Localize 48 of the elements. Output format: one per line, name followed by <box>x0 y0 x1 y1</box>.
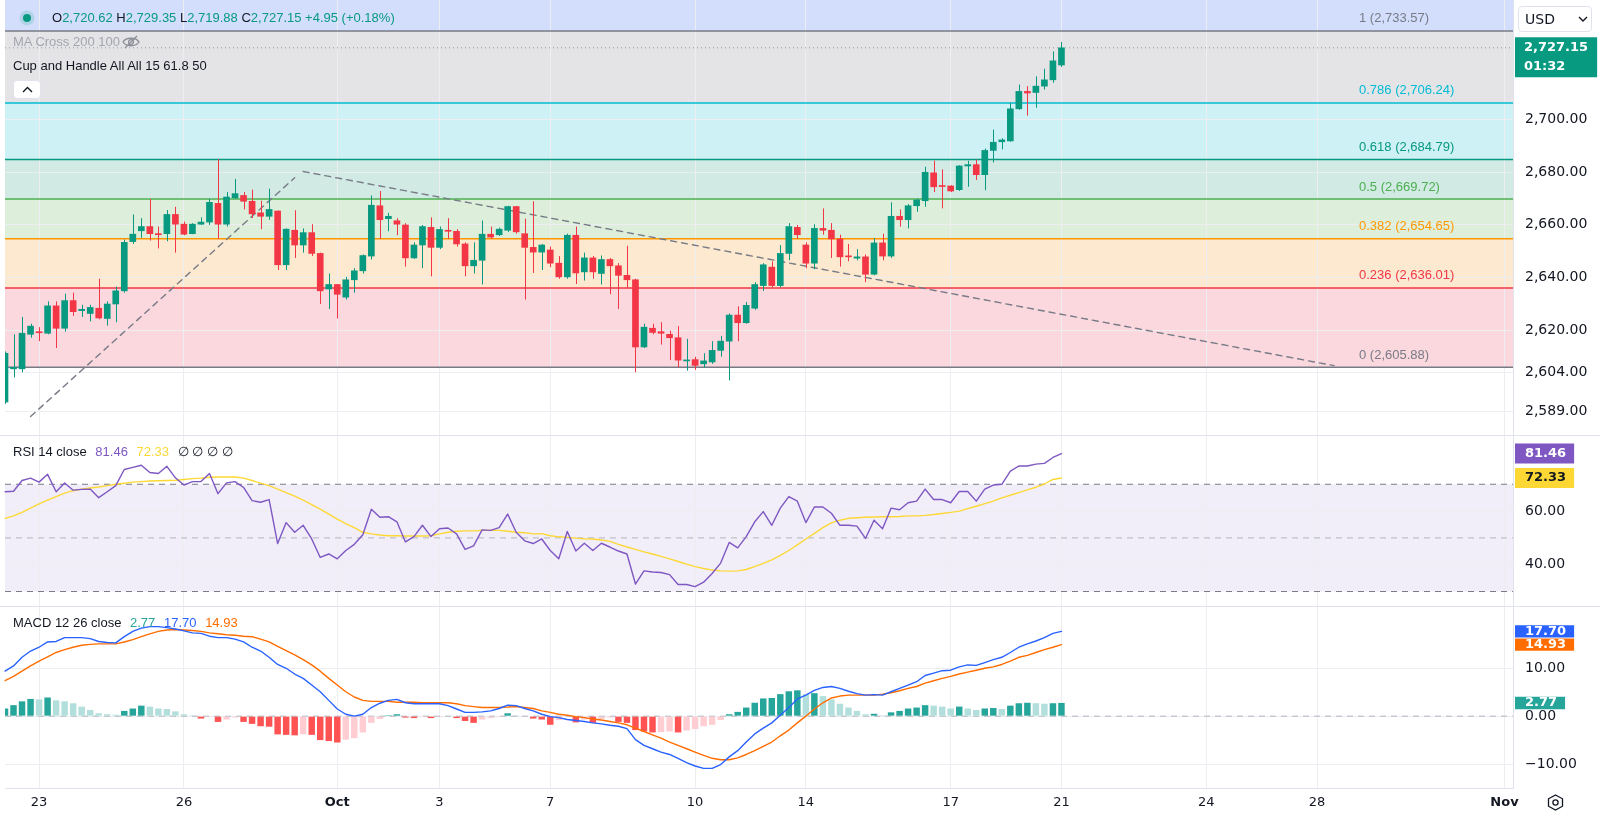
y-tick-label: 60.00 <box>1525 501 1566 518</box>
x-tick-label: 17 <box>942 794 959 810</box>
annotation: Cup and Handle All All 15 61.8 50 <box>13 57 207 73</box>
annotation: 14.93 <box>205 615 238 630</box>
ref-line-label: 2,727.15 <box>1524 39 1589 55</box>
text: 01:32 <box>1524 58 1566 74</box>
ref-line-label: 0.382 (2,654.65) <box>1359 218 1455 234</box>
annotation: 17.70 <box>163 615 197 630</box>
y-tick-label: 2,680.00 <box>1525 162 1588 179</box>
x-tick-label: 10 <box>686 794 704 810</box>
ref-line-label: 0.5 (2,669.72) <box>1359 178 1440 194</box>
annotation: 81.46 <box>95 444 128 459</box>
x-tick-label: 24 <box>1198 794 1215 810</box>
text: MACD 12 26 close <box>13 615 122 630</box>
annotation: 72.33 <box>136 444 170 459</box>
ref-line-label: 1 (2,733.57) <box>1359 10 1430 26</box>
annotation: 2.77 <box>130 615 156 630</box>
y-tick-label: 2,589.00 <box>1525 402 1588 419</box>
ref-line-label: 0.618 (2,684.79) <box>1359 138 1455 154</box>
y-tick-label: 2,604.00 <box>1525 362 1588 379</box>
text: O2,720.62 H2,729.35 L2,719.88 C2,727.15 +4.95 (+0.18%) <box>52 10 395 26</box>
currency-dropdown: USD <box>1518 6 1592 32</box>
x-tick-label: 28 <box>1308 794 1326 810</box>
y-tick-label: 2,640.00 <box>1525 268 1588 285</box>
ref-line-label: 0.786 (2,706.24) <box>1359 82 1455 98</box>
annotation: MA Cross 200 100 <box>13 34 120 49</box>
y-tick-label: 14.93 <box>1525 636 1567 652</box>
x-tick-label: 3 <box>435 794 444 810</box>
x-tick-label: 14 <box>797 794 815 810</box>
x-tick-label: 21 <box>1053 794 1070 810</box>
text: RSI 14 close <box>13 444 87 459</box>
y-tick-label: 10.00 <box>1525 658 1566 675</box>
x-tick-label: 23 <box>30 794 48 810</box>
x-tick-label: Oct <box>324 794 350 810</box>
y-tick-label: 2,700.00 <box>1525 109 1588 126</box>
y-tick-label: 72.33 <box>1525 469 1567 485</box>
y-tick-label: 17.70 <box>1525 622 1567 638</box>
x-tick-label: 26 <box>175 794 193 810</box>
y-tick-label: −10.00 <box>1525 754 1577 771</box>
ref-line-label: 0.236 (2,636.01) <box>1359 267 1455 283</box>
y-tick-label: 40.00 <box>1525 555 1566 572</box>
x-tick-label: 7 <box>546 794 555 810</box>
x-tick-label: Nov <box>1490 794 1520 810</box>
y-tick-label: 2,660.00 <box>1525 215 1588 232</box>
annotation: ∅ ∅ ∅ ∅ <box>177 444 233 459</box>
y-tick-label: 2,620.00 <box>1525 320 1588 337</box>
ref-line-label: 0 (2,605.88) <box>1359 346 1430 362</box>
y-tick-label: 81.46 <box>1525 444 1567 460</box>
